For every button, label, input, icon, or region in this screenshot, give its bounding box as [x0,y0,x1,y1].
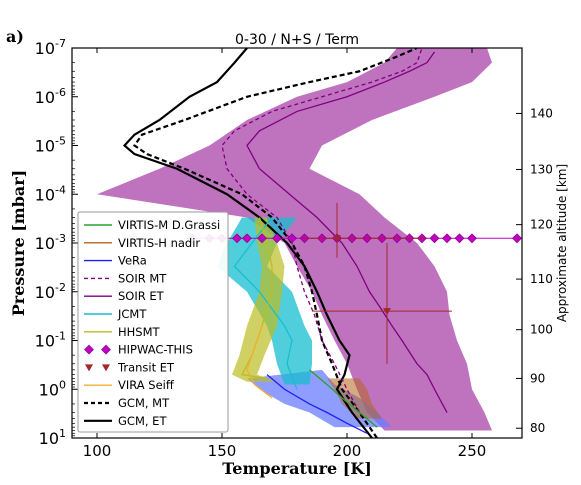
altitude-tick-label: 110 [530,272,553,286]
series-line-virtis-m-d-grassi [309,369,378,428]
series-line-vira-seiff [246,325,273,399]
legend-label-soir-mt: SOIR MT [118,271,167,285]
legend-marker [84,344,94,355]
legend-label-jcmt: JCMT [117,307,147,321]
legend: VIRTIS-M D.Grassi VIRTIS-H nadir VeRa SOIR … [77,211,229,433]
hipwac-point [257,233,267,244]
hipwac-point [272,233,282,244]
legend-box [77,211,229,433]
hipwac-point [242,233,252,244]
y-tick-label: 101 [39,427,66,448]
band-virtis-h-nadir [327,378,382,419]
transit-point [333,235,341,243]
hipwac-point [467,233,477,244]
altitude-tick-label: 80 [530,421,545,435]
hipwac-point [287,233,297,244]
legend-marker [102,364,110,372]
y-tick-label: 10-7 [35,37,66,58]
y-axis-ticks: 101 100 10-1 10-2 10-3 10-4 10-5 10-6 10-7 [35,37,78,448]
series-lines [122,48,448,438]
band-hhsmt [232,217,285,382]
transit-point [383,308,391,316]
series-line-gcm-mt [132,48,418,438]
altitude-tick-label: 90 [530,371,545,385]
y-tick-label: 10-1 [35,330,66,351]
legend-label-virtis-h-nadir: VIRTIS-H nadir [118,236,200,250]
x-tick-label: 100 [83,442,112,460]
y-tick-label: 10-6 [35,86,66,107]
x-tick-label: 200 [333,442,362,460]
x-tick-label: 150 [208,442,237,460]
y-axis-label: Pressure [mbar] [9,170,28,317]
legend-label-gcm-et: GCM, ET [118,414,167,428]
altitude-tick-label: 130 [530,162,553,176]
altitude-tick-label: 140 [530,106,553,120]
legend-label-vira-seiff: VIRA Seiff [118,378,175,392]
y-tick-label: 10-5 [35,135,66,156]
series-line-jcmt [233,217,298,390]
series-line-soir-mt [221,48,423,413]
x-tick-label: 250 [458,442,487,460]
series-line-soir-et [246,51,448,413]
legend-marker [101,344,111,355]
x-axis-label: Temperature [K] [222,459,372,478]
legend-label-virtis-m-d-grassi: VIRTIS-M D.Grassi [118,218,220,232]
hipwac-point [454,233,465,244]
altitude-axis-ticks: 80 90 100 110 120 130 140 [516,106,553,435]
legend-marker [85,364,93,372]
hipwac-point [442,233,452,244]
legend-label-hhsmt: HHSMT [118,325,161,339]
chart-title: 0-30 / N+S / Term [235,32,359,48]
hipwac-point [512,233,522,244]
legend-label-hipwac-this: HIPWAC-THIS [118,343,193,357]
y-tick-label: 100 [39,378,66,399]
series-line-hhsmt [241,217,273,380]
legend-label-soir-et: SOIR ET [118,289,165,303]
altitude-axis-label: Approximate altitude [km] [555,164,569,322]
y-tick-label: 10-4 [35,183,66,204]
y-tick-label: 10-3 [35,232,66,253]
legend-label-gcm-mt: GCM, MT [118,396,170,410]
altitude-tick-label: 120 [530,218,553,232]
legend-label-vera: VeRa [118,254,147,268]
legend-label-transit-et: Transit ET [117,360,175,374]
x-axis-ticks: 100 150 200 250 [83,48,487,460]
y-tick-label: 10-2 [35,281,66,302]
series-line-vera [266,374,368,434]
panel-label: a) [6,27,24,46]
altitude-tick-label: 100 [530,323,553,337]
hipwac-point [429,233,440,244]
hipwac-point [232,233,242,244]
